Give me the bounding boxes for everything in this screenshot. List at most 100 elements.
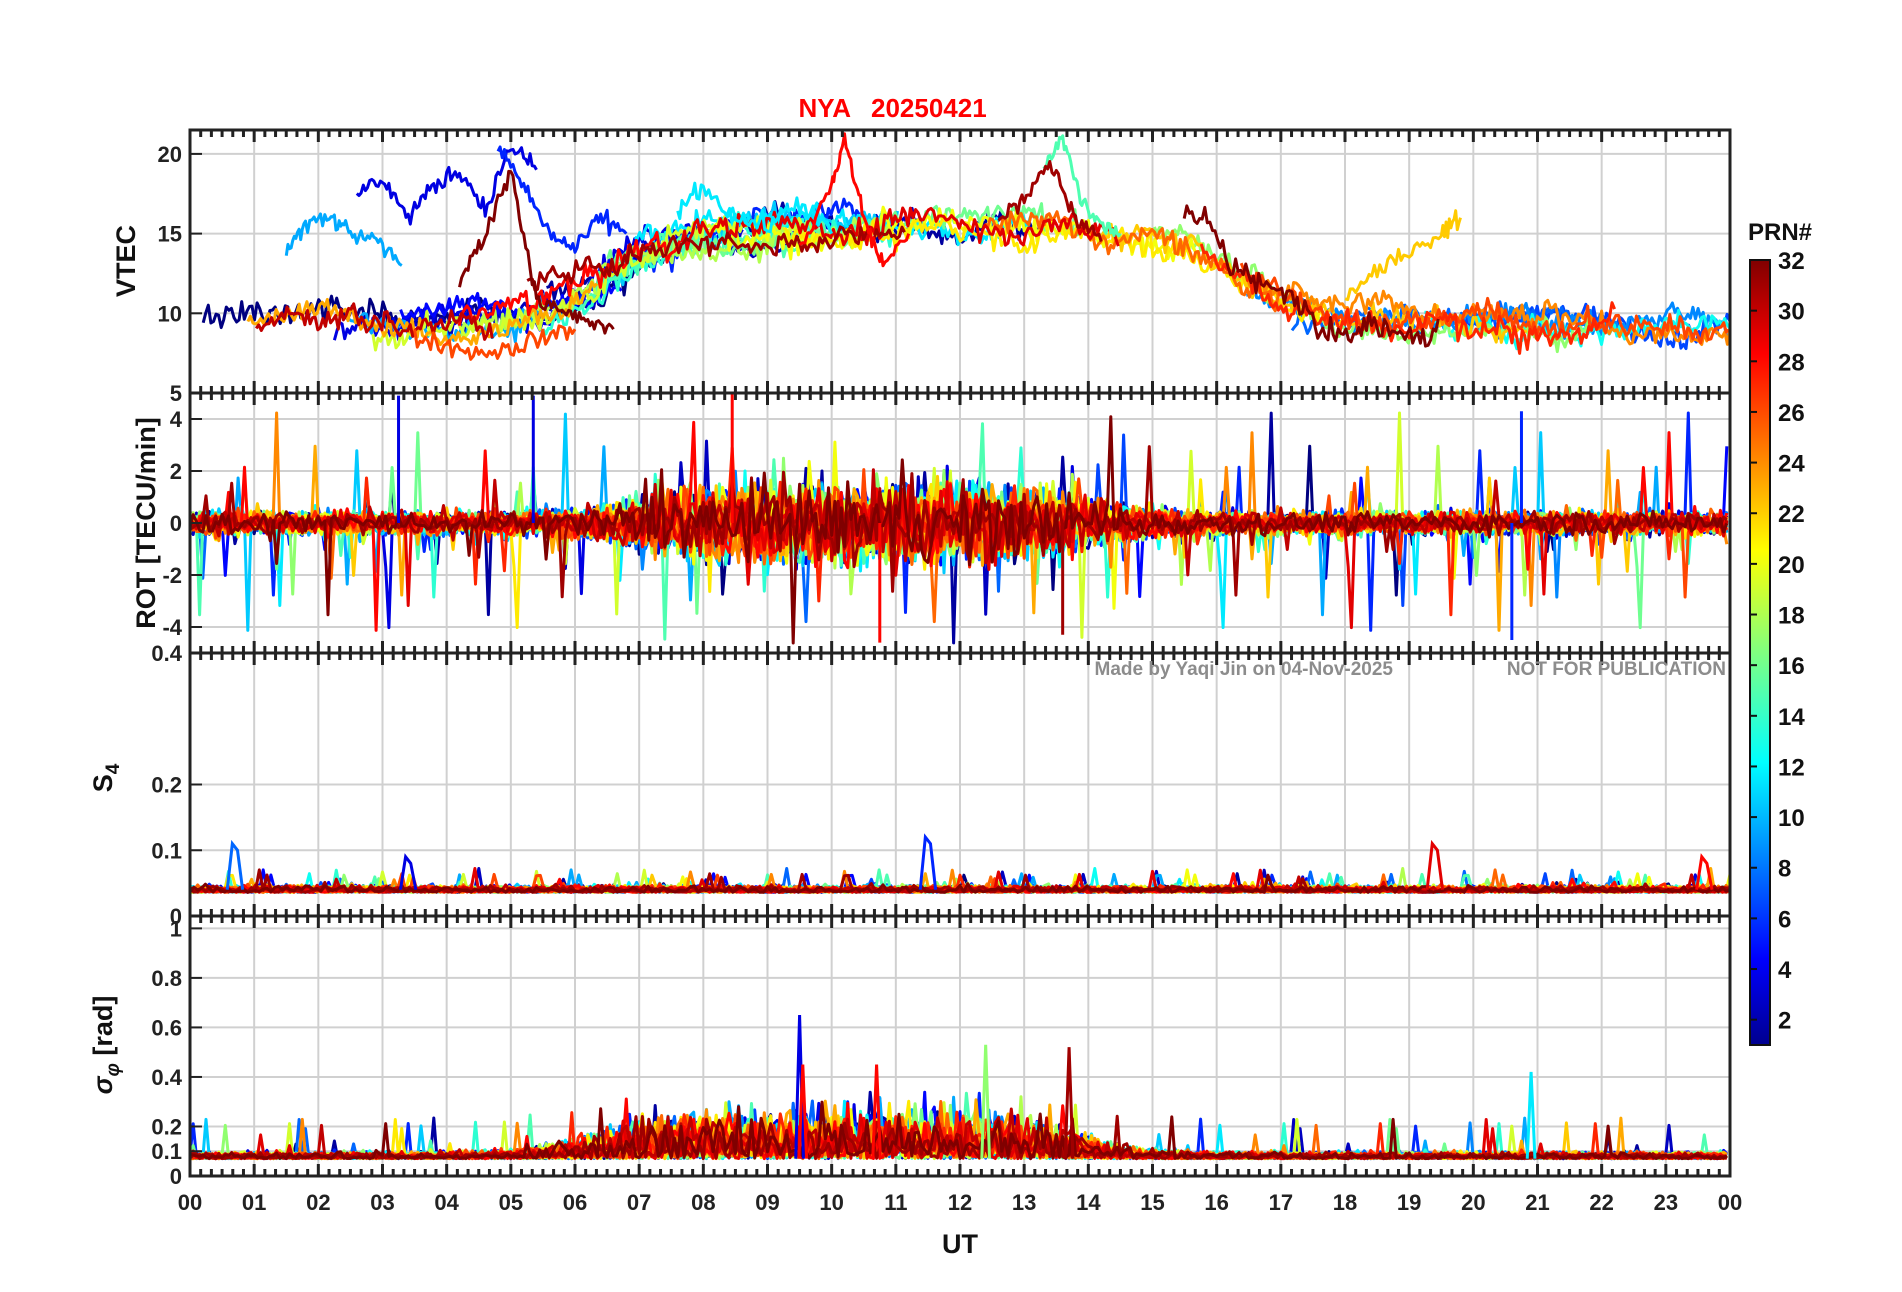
- s4-peak-prn-4: [398, 853, 418, 890]
- sigma-phi-peak-prn-28: [797, 1064, 809, 1159]
- y-tick-label: 0.1: [151, 838, 182, 863]
- colorbar-tick-label: 4: [1778, 957, 1792, 984]
- vtec-series-prn-12: [676, 181, 834, 235]
- s4-peak-prn-29: [1425, 839, 1445, 890]
- y-tick-label: 1: [170, 916, 182, 941]
- vtec-trace-prn-30: [254, 302, 494, 341]
- vtec-trace-prn-27: [1199, 243, 1616, 355]
- y-tick-label: 0.6: [151, 1015, 182, 1040]
- vtec-trace-prn-32: [1182, 204, 1440, 348]
- vtec-trace-prn-26: [1239, 262, 1730, 345]
- y-tick-label: 0.2: [151, 773, 182, 798]
- x-tick-label: 05: [499, 1190, 523, 1215]
- y-tick-label: 4: [170, 407, 183, 432]
- vtec-trace-prn-23: [246, 280, 599, 347]
- y-tick-label: 0.4: [151, 641, 182, 666]
- y-tick-label: 0: [170, 904, 182, 929]
- x-tick-label: 00: [1718, 1190, 1742, 1215]
- y-tick-label: 2: [170, 459, 182, 484]
- sigma-phi-peak-prn-12: [1525, 1071, 1537, 1159]
- y-tick-label: -2: [162, 563, 182, 588]
- x-tick-label: 21: [1525, 1190, 1549, 1215]
- panel-frame: [188, 914, 1732, 1178]
- x-tick-label: 20: [1461, 1190, 1485, 1215]
- s4-peak-prn-28: [1695, 853, 1714, 890]
- colorbar-tick-label: 8: [1778, 856, 1791, 883]
- y-tick-label: 20: [158, 142, 182, 167]
- colorbar-tick-label: 30: [1778, 299, 1805, 326]
- y-tick-label: 0.2: [151, 1114, 182, 1139]
- x-tick-label: 06: [563, 1190, 587, 1215]
- colorbar-tick-label: 2: [1778, 1008, 1791, 1035]
- x-tick-label: 13: [1012, 1190, 1036, 1215]
- x-tick-label: 02: [306, 1190, 330, 1215]
- vtec-series-prn-4: [355, 146, 538, 226]
- colorbar-tick-label: 12: [1778, 754, 1805, 781]
- colorbar-tick-label: 10: [1778, 805, 1805, 832]
- y-tick-label: 0: [170, 511, 182, 536]
- y-tick-label: 5: [170, 381, 182, 406]
- sigma-phi-axis-label: σφ [rad]: [88, 996, 124, 1095]
- colorbar-tick-label: 32: [1778, 248, 1805, 275]
- vtec-panel: 10 15 20 VTEC: [111, 128, 1732, 395]
- x-tick-label: 22: [1589, 1190, 1613, 1215]
- x-tick-label: 14: [1076, 1190, 1101, 1215]
- colorbar-tick-label: 16: [1778, 653, 1805, 680]
- colorbar-tick-label: 18: [1778, 603, 1805, 630]
- x-tick-label: 23: [1654, 1190, 1678, 1215]
- vtec-trace-prn-24: [1243, 271, 1730, 346]
- y-tick-label: 0: [170, 1164, 182, 1189]
- colorbar-tick-label: 6: [1778, 906, 1791, 933]
- s4-peak-prn-8: [225, 839, 245, 890]
- x-tick-label: 18: [1333, 1190, 1357, 1215]
- chart-title-date: 20250421: [871, 93, 987, 123]
- sigma-phi-panel: 00.10.2 0.4 0.6 0.8 1 σφ [rad]: [88, 914, 1732, 1189]
- x-tick-label: 15: [1140, 1190, 1164, 1215]
- sigma-phi-peak-prn-31: [1063, 1047, 1075, 1159]
- vtec-series-prn-10: [284, 212, 403, 267]
- sigma-phi-peak-prn-28: [871, 1064, 882, 1159]
- x-tick-label: 07: [627, 1190, 651, 1215]
- vtec-series-prn-15: [1042, 134, 1122, 238]
- colorbar-tick-label: 26: [1778, 400, 1805, 427]
- x-tick-label: 10: [819, 1190, 843, 1215]
- x-tick-label: 09: [755, 1190, 779, 1215]
- x-tick-label: 12: [948, 1190, 972, 1215]
- sigma-phi-peak-prn-17: [980, 1044, 992, 1159]
- vtec-trace-prn-19: [371, 215, 803, 352]
- s4-axis-label: S4: [88, 763, 124, 792]
- rot-panel: -4 -2 0 2 45 ROT [TECU/min]: [131, 381, 1732, 655]
- s4-peak-prn-6: [918, 833, 938, 890]
- x-tick-label: 08: [691, 1190, 715, 1215]
- s4-trace-prn-32: [190, 873, 1730, 894]
- y-tick-label: 10: [158, 301, 182, 326]
- vtec-series-prn-32: [458, 169, 615, 335]
- y-tick-label: 0.4: [151, 1065, 182, 1090]
- x-tick-label: 01: [242, 1190, 266, 1215]
- vtec-trace-prn-29: [680, 206, 1120, 251]
- vtec-series-prn-28: [798, 132, 911, 268]
- vtec-series-prn-6: [496, 145, 628, 254]
- colorbar-tick-label: 20: [1778, 552, 1805, 579]
- y-tick-label: 15: [158, 222, 182, 247]
- x-tick-label: 17: [1269, 1190, 1293, 1215]
- x-axis-ticks: 00 01 02 03 04 05 06 07 08 09 10 11 12 13 14 15 16 17 18 19…: [178, 1190, 1742, 1215]
- vtec-series-prn-22: [1344, 209, 1462, 302]
- colorbar-tick-label: 28: [1778, 349, 1805, 376]
- colorbar-tick-label: 22: [1778, 501, 1805, 528]
- x-tick-label: 16: [1204, 1190, 1228, 1215]
- colorbar-gradient: [1749, 259, 1771, 1046]
- colorbar-tick-label: 14: [1778, 704, 1805, 731]
- vtec-axis-label: VTEC: [111, 225, 141, 297]
- x-tick-label: 11: [884, 1190, 907, 1215]
- s4-panel: 0 0.1 0.2 0.4 S4: [88, 641, 1732, 929]
- x-tick-label: 00: [178, 1190, 202, 1215]
- colorbar-tick-label: 24: [1778, 451, 1805, 478]
- watermark-notice: NOT FOR PUBLICATION: [1507, 659, 1726, 680]
- y-tick-label: 0.8: [151, 966, 182, 991]
- colorbar-title: PRN#: [1748, 219, 1812, 246]
- vtec-series-prn-26: [413, 324, 577, 361]
- rot-axis-label: ROT [TECU/min]: [131, 417, 161, 628]
